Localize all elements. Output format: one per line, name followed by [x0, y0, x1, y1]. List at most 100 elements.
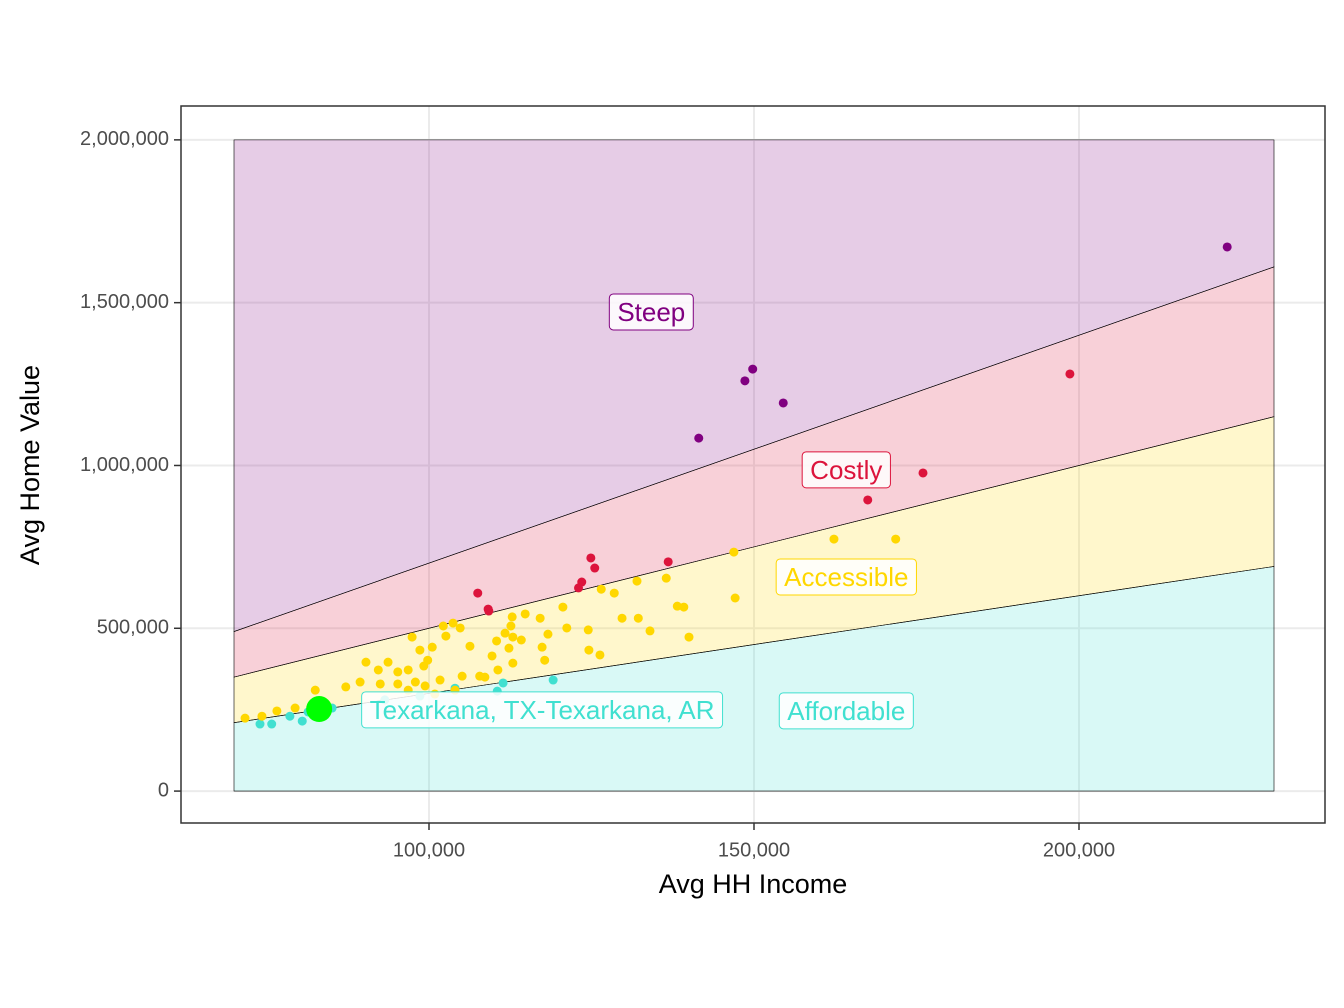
- y-tick-label: 2,000,000: [80, 128, 169, 150]
- point: [729, 547, 739, 557]
- point: [918, 468, 928, 478]
- y-axis-title: Avg Home Value: [15, 365, 45, 565]
- point: [361, 657, 371, 667]
- point: [455, 623, 465, 633]
- point: [520, 609, 530, 619]
- point: [596, 584, 606, 594]
- point: [583, 625, 593, 635]
- point: [535, 613, 545, 623]
- point: [498, 678, 508, 688]
- highlight-point: [306, 696, 333, 723]
- point: [438, 621, 448, 631]
- point: [448, 618, 458, 628]
- point: [487, 651, 497, 661]
- point: [435, 675, 445, 685]
- annotation-label: Steep: [617, 297, 685, 327]
- point: [355, 677, 365, 687]
- point: [617, 613, 627, 623]
- point: [493, 665, 503, 675]
- point: [586, 553, 596, 563]
- band: [233, 139, 1275, 632]
- point: [420, 681, 430, 691]
- labels: Affordable Accessible Costly Steep Texarkana…: [361, 293, 917, 730]
- point: [595, 650, 605, 660]
- point: [661, 573, 671, 583]
- point: [574, 583, 584, 593]
- point: [543, 629, 553, 639]
- point: [863, 495, 873, 505]
- point: [419, 661, 429, 671]
- point: [590, 563, 600, 573]
- point: [272, 706, 282, 716]
- point: [748, 364, 758, 374]
- point: [473, 588, 483, 598]
- point: [373, 665, 383, 675]
- point: [633, 613, 643, 623]
- point: [645, 626, 655, 636]
- point: [310, 685, 320, 695]
- point: [267, 719, 277, 729]
- point: [663, 557, 673, 567]
- point: [516, 635, 526, 645]
- point: [403, 665, 413, 675]
- point: [297, 716, 307, 726]
- point: [504, 643, 514, 653]
- y-tick-label: 0: [158, 779, 169, 801]
- point: [562, 623, 572, 633]
- point: [393, 667, 403, 677]
- point: [730, 593, 740, 603]
- x-tick-label: 100,000: [393, 839, 465, 861]
- point: [778, 398, 788, 408]
- point: [684, 632, 694, 642]
- y-tick-label: 1,000,000: [80, 454, 169, 476]
- x-axis-title: Avg HH Income: [659, 869, 848, 899]
- point: [558, 602, 568, 612]
- point: [492, 636, 502, 646]
- point: [410, 677, 420, 687]
- point: [679, 602, 689, 612]
- point: [740, 376, 750, 386]
- point: [415, 645, 425, 655]
- point: [508, 632, 518, 642]
- annotation-label: Accessible: [784, 562, 908, 592]
- point: [383, 657, 393, 667]
- point: [475, 671, 485, 681]
- y-tick-label: 500,000: [97, 617, 169, 639]
- point: [393, 679, 403, 689]
- point: [427, 642, 437, 652]
- annotation-box: [778, 692, 914, 730]
- x-tick-label: 200,000: [1043, 839, 1115, 861]
- bands: [233, 139, 1275, 792]
- annotation-label: Texarkana, TX-Texarkana, AR: [370, 695, 715, 725]
- point: [537, 642, 547, 652]
- point: [465, 641, 475, 651]
- point: [540, 655, 550, 665]
- point: [484, 606, 494, 616]
- annotation-label: Affordable: [787, 696, 905, 726]
- point: [255, 719, 265, 729]
- point: [285, 711, 295, 721]
- panel-border: [180, 105, 1326, 824]
- y-tick-label: 1,500,000: [80, 291, 169, 313]
- point: [609, 588, 619, 598]
- point: [584, 645, 594, 655]
- point: [257, 711, 267, 721]
- axes: 100,000 150,000 200,000 0 500,000 1,000,000 1,…: [80, 105, 1326, 861]
- point: [375, 679, 385, 689]
- point: [441, 631, 451, 641]
- point: [694, 433, 704, 443]
- point: [1065, 369, 1075, 379]
- point: [508, 658, 518, 668]
- annotation-box: [361, 691, 724, 729]
- annotation-box: [608, 293, 694, 331]
- point: [506, 621, 516, 631]
- x-tick-label: 150,000: [718, 839, 790, 861]
- point: [341, 682, 351, 692]
- point: [240, 713, 250, 723]
- annotation-label: Costly: [810, 455, 882, 485]
- point: [632, 576, 642, 586]
- point: [457, 671, 467, 681]
- annotation-box: [775, 558, 917, 596]
- point: [1222, 242, 1232, 252]
